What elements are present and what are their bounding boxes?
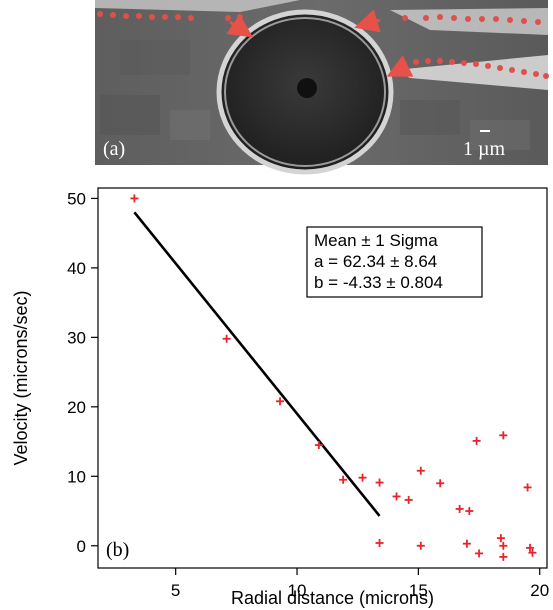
fit-parameters-legend: Mean ± 1 Sigma a = 62.34 ± 8.64 b = -4.3… bbox=[306, 226, 483, 298]
data-point bbox=[526, 543, 535, 552]
arrow-2 bbox=[354, 9, 381, 33]
panel-b-label: (b) bbox=[106, 539, 129, 561]
y-tick-label: 20 bbox=[67, 398, 86, 417]
x-axis-ticks: 5 10 15 20 bbox=[171, 568, 549, 600]
data-point bbox=[436, 479, 445, 488]
y-tick-label: 0 bbox=[77, 537, 86, 556]
data-point bbox=[276, 397, 285, 406]
data-point bbox=[462, 539, 471, 548]
data-point bbox=[404, 495, 413, 504]
image-texture bbox=[100, 40, 530, 150]
y-tick-label: 30 bbox=[67, 328, 86, 347]
arrows bbox=[226, 9, 414, 77]
legend-line-a: a = 62.34 ± 8.64 bbox=[314, 252, 437, 271]
fit-line-group bbox=[133, 211, 381, 517]
arrow-1 bbox=[226, 14, 253, 38]
data-point bbox=[314, 441, 323, 450]
cell-membrane bbox=[224, 17, 386, 167]
data-point bbox=[358, 473, 367, 482]
data-point bbox=[416, 541, 425, 550]
data-point bbox=[496, 534, 505, 543]
data-point bbox=[392, 492, 401, 501]
data-points bbox=[130, 194, 537, 561]
legend-box bbox=[306, 226, 483, 298]
panel-a-label: (a) bbox=[103, 138, 125, 160]
data-point bbox=[499, 552, 508, 561]
y-axis-title: Velocity (microns/sec) bbox=[11, 290, 31, 465]
cell-process-left bbox=[95, 0, 300, 12]
x-tick-label: 20 bbox=[530, 581, 549, 600]
data-point bbox=[523, 483, 532, 492]
cell-process-right bbox=[395, 55, 548, 90]
y-tick-label: 40 bbox=[67, 259, 86, 278]
data-point bbox=[455, 504, 464, 513]
data-point bbox=[375, 478, 384, 487]
x-tick-label: 5 bbox=[171, 581, 180, 600]
data-point bbox=[222, 334, 231, 343]
cell-nucleus-spot bbox=[297, 78, 317, 98]
data-point bbox=[499, 541, 508, 550]
data-point bbox=[339, 475, 348, 484]
data-point bbox=[416, 466, 425, 475]
y-tick-label: 50 bbox=[67, 189, 86, 208]
x-tick-label: 15 bbox=[409, 581, 428, 600]
microscopy-image: 1 µm (a) bbox=[95, 0, 549, 175]
data-point bbox=[499, 431, 508, 440]
arrow-3 bbox=[386, 55, 414, 77]
y-axis-ticks: 0 10 20 30 40 50 bbox=[67, 189, 98, 556]
y-tick-label: 10 bbox=[67, 467, 86, 486]
scatter-chart: 5 10 15 20 0 10 20 30 40 50 Radial distance (mic… bbox=[11, 187, 549, 608]
data-point bbox=[375, 538, 384, 547]
data-point bbox=[130, 194, 139, 203]
data-point bbox=[528, 548, 537, 557]
x-axis-title: Radial distance (microns) bbox=[231, 588, 434, 608]
fit-line bbox=[133, 211, 381, 517]
x-tick-label: 10 bbox=[288, 581, 307, 600]
data-point bbox=[475, 549, 484, 558]
data-point bbox=[465, 507, 474, 516]
data-point bbox=[472, 436, 481, 445]
plot-area-frame bbox=[97, 187, 548, 569]
scale-label: 1 µm bbox=[463, 138, 506, 160]
legend-line-title: Mean ± 1 Sigma bbox=[314, 231, 438, 250]
legend-line-b: b = -4.33 ± 0.804 bbox=[314, 273, 443, 292]
